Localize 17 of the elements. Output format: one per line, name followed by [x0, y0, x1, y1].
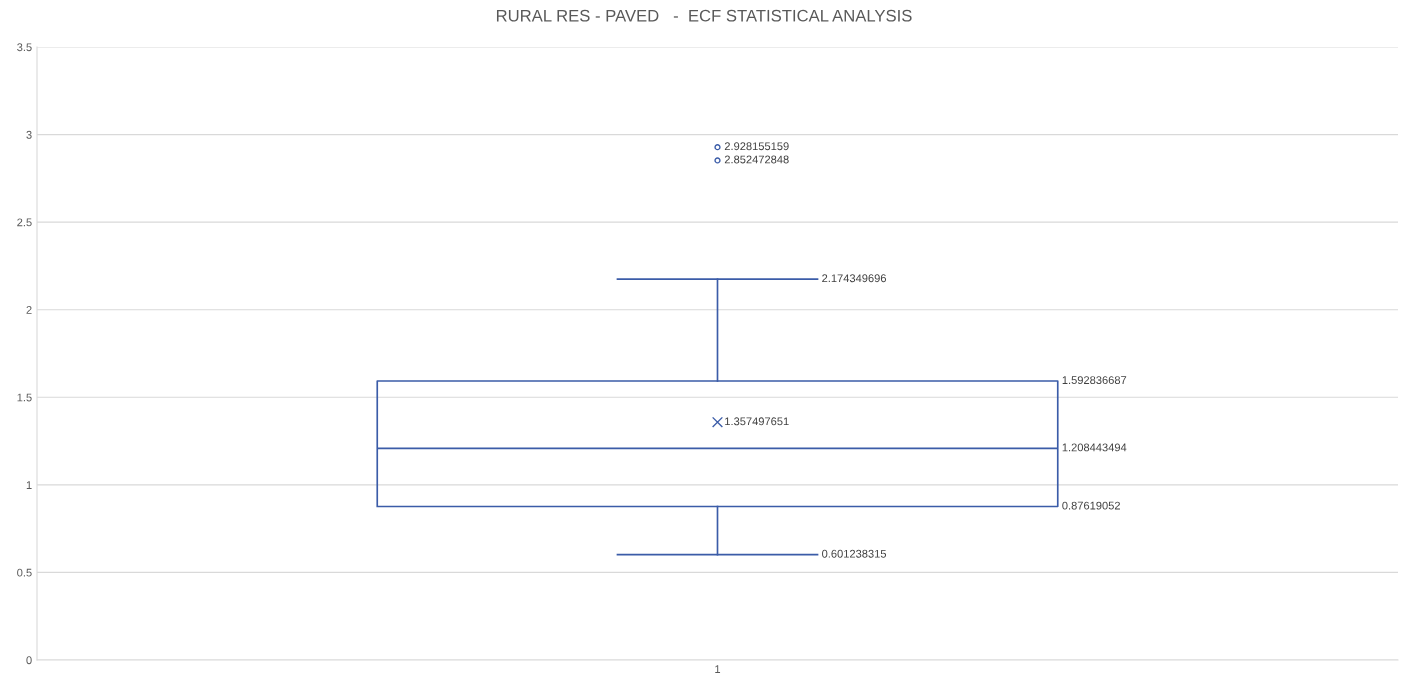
y-tick-label: 1 — [26, 481, 32, 489]
chart-title: RURAL RES - PAVED - ECF STATISTICAL ANALYSIS — [496, 9, 912, 22]
text: 0.601238315 — [822, 549, 887, 558]
y-tick-label: 2 — [26, 305, 32, 314]
y-tick-label: 3.5 — [17, 43, 32, 52]
text: 2.928155159 — [724, 142, 789, 151]
y-tick-label: 2.5 — [17, 218, 32, 227]
text: 0.87619052 — [1062, 501, 1120, 510]
text: 1.208443494 — [1062, 443, 1127, 452]
text: 1.357497651 — [725, 417, 789, 426]
text: 1.592836687 — [1062, 376, 1127, 385]
y-tick-label: 0 — [26, 656, 32, 665]
text: 2.174349696 — [822, 274, 887, 283]
text: 2.852472848 — [724, 155, 789, 164]
y-tick-label: 0.5 — [17, 568, 32, 577]
y-tick-label: 1.5 — [17, 393, 32, 402]
y-tick-label: 3 — [26, 130, 32, 139]
